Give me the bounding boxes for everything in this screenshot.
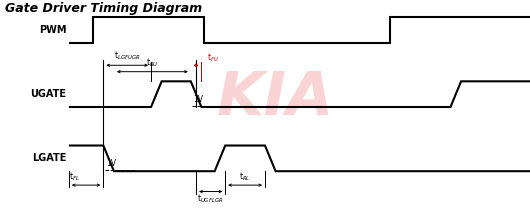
Text: 1V: 1V bbox=[193, 95, 204, 104]
Text: t$_{LGFUGR}$: t$_{LGFUGR}$ bbox=[114, 50, 140, 62]
Text: t$_{RU}$: t$_{RU}$ bbox=[146, 57, 158, 69]
Text: LGATE: LGATE bbox=[32, 153, 66, 163]
Text: t$_{UGFLGR}$: t$_{UGFLGR}$ bbox=[197, 193, 224, 205]
Text: t$_{FU}$: t$_{FU}$ bbox=[207, 52, 219, 64]
Text: t$_{FL}$: t$_{FL}$ bbox=[69, 171, 80, 183]
Text: t$_{RL}$: t$_{RL}$ bbox=[240, 171, 251, 183]
Text: PWM: PWM bbox=[39, 25, 66, 35]
Text: Gate Driver Timing Diagram: Gate Driver Timing Diagram bbox=[5, 2, 202, 15]
Text: KIA: KIA bbox=[217, 69, 334, 128]
Text: 1V: 1V bbox=[106, 159, 116, 168]
Text: UGATE: UGATE bbox=[30, 89, 66, 99]
